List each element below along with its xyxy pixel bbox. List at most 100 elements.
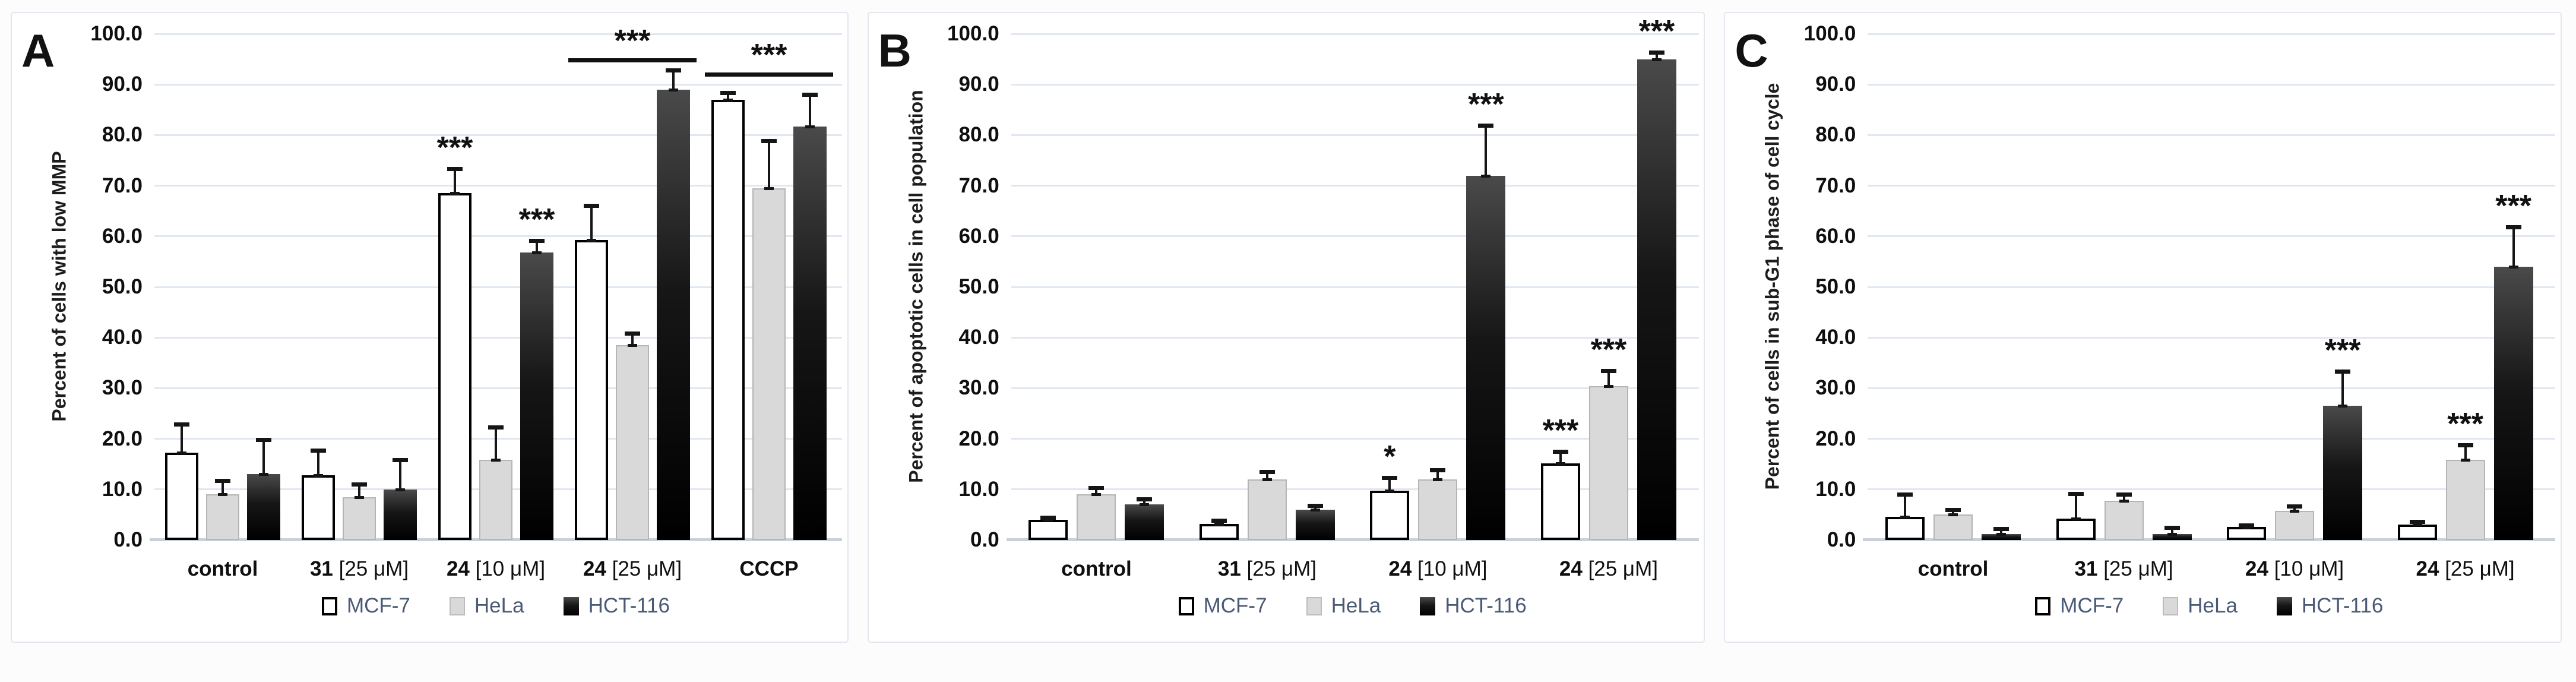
legend: MCF-7 HeLa HCT-116: [154, 594, 837, 618]
legend-label: HeLa: [2188, 594, 2238, 617]
bar-hela: [1247, 479, 1287, 540]
gridline-40: [154, 336, 842, 339]
panel-c: C Percent of cells in sub-G1 phase of ce…: [1724, 12, 2562, 643]
bar-hela: [1077, 494, 1116, 540]
bar-hela: [2445, 460, 2485, 540]
significance-label: ***: [436, 130, 473, 165]
legend-item: HeLa: [449, 594, 524, 618]
y-tick-label: 50.0: [102, 275, 143, 298]
error-bar: [2464, 444, 2467, 462]
significance-label: ***: [1468, 87, 1504, 122]
error-bar: [1607, 370, 1610, 387]
error-bar: [399, 459, 401, 491]
gridline-90: [1011, 83, 1699, 86]
error-bar: [2245, 524, 2248, 528]
bar-mcf-7: [302, 475, 335, 540]
bar-mcf-7: [1370, 490, 1410, 540]
category-label-rest: [25 μM]: [2097, 557, 2173, 580]
gridline-30: [1868, 387, 2556, 389]
gridline-100: [154, 33, 842, 35]
y-tick-label: 90.0: [958, 72, 999, 96]
y-tick-label: 0.0: [1827, 528, 1856, 551]
bar-mcf-7: [165, 452, 198, 540]
bar-hct-116: [2323, 406, 2363, 540]
bar-hela: [1588, 386, 1628, 540]
significance-label: ***: [751, 38, 787, 73]
significance-label: ***: [518, 202, 555, 237]
y-tick-label: 100.0: [1803, 22, 1856, 45]
bar-hela: [206, 494, 239, 540]
bar-hct-116: [2152, 533, 2192, 540]
gridline-100: [1868, 33, 2556, 35]
bar-mcf-7: [2397, 524, 2437, 540]
error-bar: [768, 140, 770, 190]
bar-hct-116: [1466, 175, 1506, 540]
x-axis-line: [1863, 538, 2556, 541]
plot-area: *** *** ***: [1863, 33, 2556, 541]
error-bar: [495, 427, 497, 462]
legend-swatch-hela-icon: [2163, 596, 2179, 615]
error-bar: [2293, 506, 2296, 512]
y-tick-label: 60.0: [102, 224, 143, 248]
category-label-bold: 31: [309, 557, 333, 580]
error-bar: [1143, 498, 1146, 506]
error-bar: [2074, 492, 2077, 520]
category-label-rest: [10 μM]: [469, 557, 546, 580]
bar-mcf-7: [1199, 523, 1239, 540]
error-bar: [2416, 520, 2419, 526]
y-tick-label: 30.0: [958, 376, 999, 400]
category-label-rest: [10 μM]: [1412, 557, 1488, 580]
error-bar: [221, 480, 224, 496]
legend-label: MCF-7: [2060, 594, 2124, 617]
panel-b: B Percent of apoptotic cells in cell pop…: [867, 12, 1705, 643]
legend-swatch-mcf7-icon: [2035, 596, 2051, 615]
y-tick-label: 40.0: [958, 326, 999, 349]
legend-item: MCF-7: [321, 594, 410, 618]
y-tick-label: 10.0: [102, 477, 143, 501]
category-label-bold: 31: [1217, 557, 1241, 580]
bar-hct-116: [657, 89, 690, 540]
significance-label: ***: [2324, 333, 2361, 368]
bar-hct-116: [247, 474, 280, 540]
y-tick-label: 0.0: [970, 528, 999, 551]
plot-area: * *** *** *** ***: [1006, 16, 1699, 541]
error-bar: [358, 483, 360, 499]
error-bar: [262, 438, 265, 476]
gridline-80: [1011, 134, 1699, 136]
category-label: control: [1918, 557, 1989, 581]
bar-hela: [1418, 479, 1458, 540]
gridline-50: [1011, 286, 1699, 288]
legend: MCF-7 HeLa HCT-116: [1011, 594, 1694, 618]
category-label: 24 [10 μM]: [447, 557, 545, 581]
category-label-bold: 24: [2245, 557, 2268, 580]
error-bar: [1436, 469, 1439, 481]
legend-swatch-mcf7-icon: [321, 596, 337, 615]
error-bar: [590, 204, 593, 241]
significance-label: ***: [2495, 188, 2531, 223]
error-bar: [1904, 493, 1907, 518]
error-bar: [2170, 526, 2173, 535]
y-tick-label: 20.0: [958, 427, 999, 450]
significance-label: ***: [1542, 413, 1579, 449]
panel-letter: C: [1735, 24, 1768, 77]
gridline-100: [1011, 33, 1699, 35]
legend-swatch-hct116-icon: [1420, 596, 1436, 615]
bar-hct-116: [384, 489, 417, 540]
bar-mcf-7: [2227, 526, 2267, 540]
gridline-60: [154, 235, 842, 238]
error-bar: [1655, 51, 1658, 61]
gridline-20: [154, 438, 842, 440]
category-label-rest: [25 μM]: [1240, 557, 1317, 580]
category-label-bold: 24: [1559, 557, 1583, 580]
legend-item: MCF-7: [2035, 594, 2124, 618]
y-tick-label: 50.0: [958, 275, 999, 298]
legend-swatch-hela-icon: [1306, 596, 1322, 615]
bar-hct-116: [1125, 504, 1164, 540]
category-label: 24 [10 μM]: [2245, 557, 2344, 581]
bar-hela: [343, 497, 376, 540]
panel-letter: B: [878, 24, 912, 77]
category-label-bold: control: [187, 557, 258, 580]
legend-label: HCT-116: [588, 594, 670, 617]
gridline-60: [1011, 235, 1699, 238]
gridline-90: [154, 83, 842, 86]
